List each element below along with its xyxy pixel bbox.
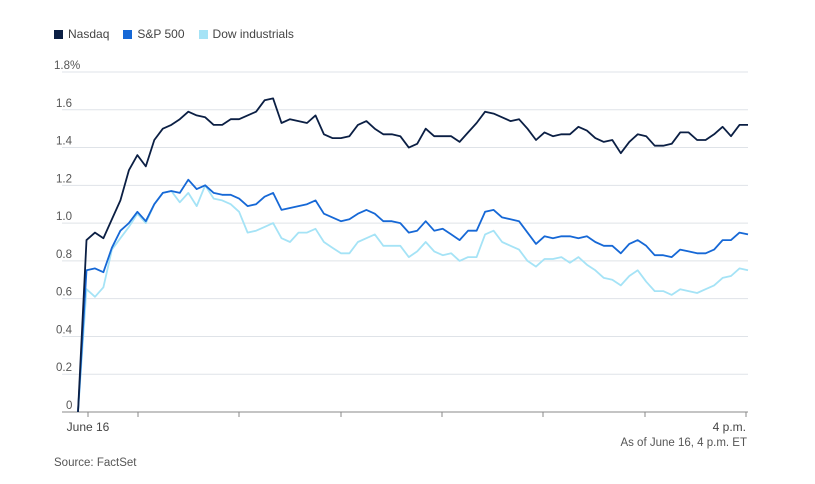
legend-label-sp500: S&P 500: [137, 27, 185, 41]
legend-swatch-nasdaq: [54, 29, 63, 39]
legend-item-nasdaq: Nasdaq: [54, 27, 109, 41]
y-tick-label: 1.8%: [54, 60, 80, 72]
legend-label-dow: Dow industrials: [212, 27, 294, 41]
series-line-s-p-500: [77, 178, 749, 413]
y-tick-label: 0.4: [56, 324, 73, 336]
y-tick-label: 0.6: [56, 287, 72, 299]
y-tick-label: 0: [66, 400, 72, 412]
as-of-note: As of June 16, 4 p.m. ET: [620, 437, 747, 449]
y-tick-label: 0.8: [56, 249, 72, 261]
gridlines: [62, 71, 748, 375]
series-lines: [77, 97, 749, 413]
y-tick-label: 1.4: [56, 136, 73, 148]
x-tick-label: June 16: [67, 420, 110, 434]
y-tick-label: 1.2: [56, 173, 72, 185]
y-tick-label: 0.2: [56, 362, 72, 374]
legend-item-sp500: S&P 500: [123, 27, 185, 41]
y-axis-ticks: 0 0.2 0.4 0.6 0.8 1.0 1.2 1.4 1.6 1.8%: [54, 60, 80, 412]
legend-label-nasdaq: Nasdaq: [68, 27, 110, 41]
x-tick-label: 4 p.m.: [713, 420, 746, 434]
y-tick-label: 1.6: [56, 98, 72, 110]
source-note: Source: FactSet: [54, 457, 137, 469]
legend: Nasdaq S&P 500 Dow industrials: [54, 27, 294, 41]
legend-swatch-dow: [198, 29, 208, 39]
series-line-nasdaq: [77, 97, 748, 413]
legend-swatch-sp500: [123, 29, 133, 39]
series-line-dow-industrials: [77, 184, 749, 413]
x-axis: June 16 4 p.m.: [62, 411, 748, 434]
y-tick-label: 1.0: [56, 211, 72, 223]
legend-item-dow: Dow industrials: [198, 27, 294, 41]
